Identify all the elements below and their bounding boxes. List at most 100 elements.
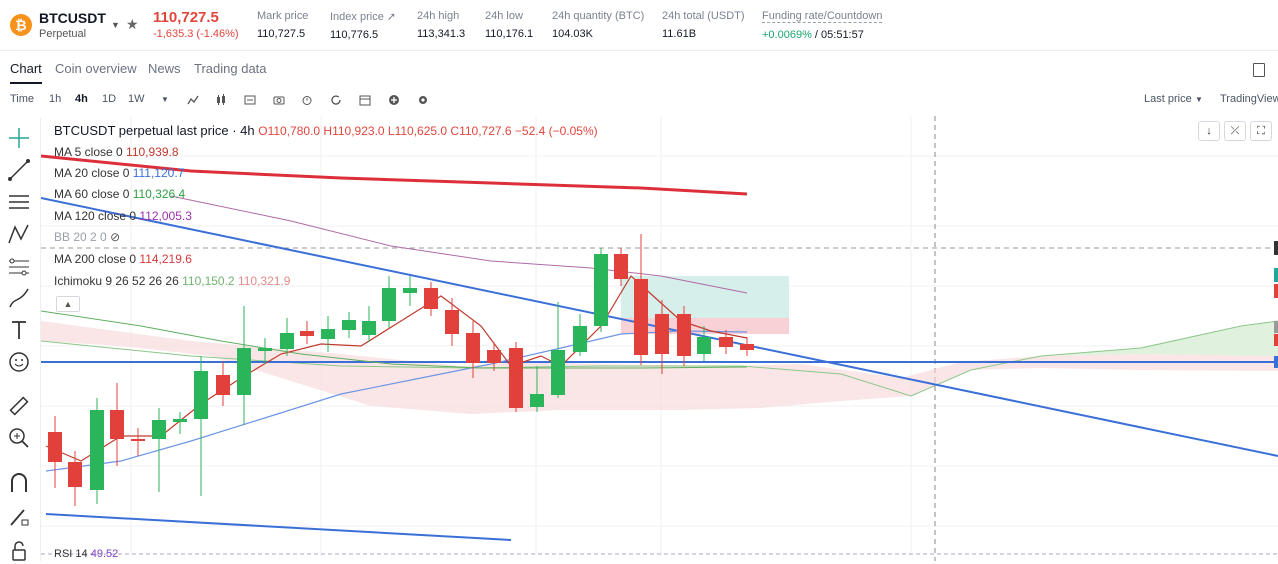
interval-1h[interactable]: 1h	[49, 93, 62, 105]
camera-icon[interactable]	[273, 94, 285, 106]
candle-up	[697, 337, 711, 354]
legend-bb[interactable]: BB 20 2 0 ⊘	[54, 230, 121, 244]
candle-up	[573, 326, 587, 352]
candle-down	[445, 310, 459, 334]
fib-icon[interactable]	[6, 253, 32, 279]
funding-countdown: / 05:51:57	[814, 29, 864, 41]
price-marker	[1274, 241, 1278, 255]
compare-icon[interactable]	[244, 94, 256, 106]
stat-mark-price: Mark price 110,727.5	[257, 10, 309, 40]
notes-icon[interactable]	[1253, 63, 1265, 77]
ichimoku-span-a	[41, 320, 1278, 397]
price-chart[interactable]	[41, 116, 1278, 561]
horizontal-lines-icon[interactable]	[6, 189, 32, 215]
ichimoku-cloud-bullish	[1041, 321, 1278, 356]
candle-down	[677, 314, 691, 356]
lock-icon[interactable]	[6, 538, 32, 564]
chevron-down-icon[interactable]: ▼	[111, 20, 120, 30]
emoji-icon[interactable]	[6, 349, 32, 375]
favorite-star-icon[interactable]: ★	[126, 16, 139, 32]
interval-time[interactable]: Time	[10, 93, 35, 105]
pattern-icon[interactable]	[6, 221, 32, 247]
candle-up	[321, 329, 335, 339]
indicators-icon[interactable]	[187, 94, 199, 106]
arrow-icon: ➚	[386, 11, 397, 23]
collapse-icon[interactable]: ⤫	[1224, 121, 1246, 141]
stat-24h-quantity: 24h quantity (BTC) 104.03K	[552, 10, 645, 40]
drawing-toolbar	[0, 118, 41, 561]
last-price-dropdown[interactable]: Last price	[1144, 93, 1192, 105]
legend-ma5[interactable]: MA 5 close 0 110,939.8	[54, 145, 179, 159]
legend-ma60[interactable]: MA 60 close 0 110,326.4	[54, 187, 186, 201]
candle-up	[237, 348, 251, 395]
legend-ma120[interactable]: MA 120 close 0 112,005.3	[54, 209, 192, 223]
legend-ichimoku[interactable]: Ichimoku 9 26 52 26 26 110,150.2 110,321…	[54, 274, 291, 288]
candle-up	[362, 321, 376, 335]
chart-title: BTCUSDT perpetual last price · 4h O110,7…	[54, 123, 598, 138]
candle-down	[424, 288, 438, 309]
candle-down	[719, 337, 733, 347]
candle-down	[110, 410, 124, 439]
stat-24h-total: 24h total (USDT) 11.61B	[662, 10, 745, 40]
candle-up	[280, 333, 294, 349]
candle-up	[594, 254, 608, 326]
trend-line-icon[interactable]	[6, 157, 32, 183]
stat-funding[interactable]: Funding rate/Countdown +0.0069% / 05:51:…	[762, 10, 883, 41]
brush-icon[interactable]	[6, 285, 32, 311]
pencil-lock-icon[interactable]	[6, 504, 32, 530]
candle-up	[258, 348, 272, 351]
candle-up	[551, 350, 565, 395]
settings-gear-icon[interactable]	[417, 94, 429, 106]
candlesticks	[48, 234, 754, 506]
candle-down	[655, 314, 669, 354]
chart-toolbar: Time 1h 4h 1D 1W ▼ Last price ▼ TradingV…	[0, 90, 1278, 112]
ma120-line	[170, 195, 748, 294]
candle-up	[403, 288, 417, 293]
symbol-name[interactable]: BTCUSDT	[39, 10, 106, 26]
ma60-line	[41, 310, 748, 369]
fullscreen-icon[interactable]: ⛶	[1250, 121, 1272, 141]
stat-index-price: Index price ➚ 110,776.5	[330, 11, 397, 41]
bitcoin-icon: ₿	[10, 14, 32, 36]
more-intervals-chevron-icon[interactable]: ▼	[161, 95, 169, 104]
candle-up	[382, 288, 396, 321]
price-marker	[1274, 334, 1278, 346]
interval-4h[interactable]: 4h	[75, 93, 88, 105]
candle-down	[48, 432, 62, 462]
candle-up	[530, 394, 544, 407]
tradingview-toggle[interactable]: TradingView	[1220, 93, 1278, 105]
candle-up	[152, 420, 166, 439]
candle-up	[90, 410, 104, 490]
tab-trading-data[interactable]: Trading data	[194, 61, 267, 76]
chevron-down-icon[interactable]: ▼	[1195, 95, 1203, 104]
price-marker	[1274, 321, 1278, 333]
crosshair-icon[interactable]	[6, 125, 32, 151]
candle-type-icon[interactable]	[215, 94, 227, 106]
refresh-icon[interactable]	[330, 94, 342, 106]
interval-1d[interactable]: 1D	[102, 93, 117, 105]
candle-down	[509, 348, 523, 408]
magnet-icon[interactable]	[6, 470, 32, 496]
trendline-lower	[45, 513, 512, 541]
price-marker	[1274, 284, 1278, 298]
text-tool-icon[interactable]	[6, 317, 32, 343]
content-tabs: Chart Coin overview News Trading data	[0, 52, 1278, 86]
candle-down	[614, 254, 628, 279]
candle-down	[466, 333, 480, 363]
arrow-down-icon[interactable]: ↓	[1198, 121, 1220, 141]
eye-hidden-icon[interactable]: ⊘	[110, 230, 121, 244]
zoom-in-icon[interactable]	[6, 425, 32, 451]
candle-up	[342, 320, 356, 330]
collapse-legend-chevron-icon[interactable]: ▲	[56, 296, 80, 312]
calendar-icon[interactable]	[359, 94, 371, 106]
tab-chart[interactable]: Chart	[10, 61, 42, 76]
interval-1w[interactable]: 1W	[128, 93, 145, 105]
tab-coin-overview[interactable]: Coin overview	[55, 61, 137, 76]
ruler-icon[interactable]	[6, 393, 32, 419]
tab-news[interactable]: News	[148, 61, 181, 76]
ma200-line	[41, 154, 748, 196]
alarm-icon[interactable]	[301, 94, 313, 106]
legend-ma20[interactable]: MA 20 close 0 111,120.7	[54, 166, 185, 180]
legend-ma200[interactable]: MA 200 close 0 114,219.6	[54, 252, 192, 266]
add-icon[interactable]	[388, 94, 400, 106]
